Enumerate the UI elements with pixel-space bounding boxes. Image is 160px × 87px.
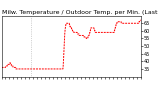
Text: Milw. Temperature / Outdoor Temp. per Min. (Last 24 H.): Milw. Temperature / Outdoor Temp. per Mi…: [2, 10, 160, 15]
